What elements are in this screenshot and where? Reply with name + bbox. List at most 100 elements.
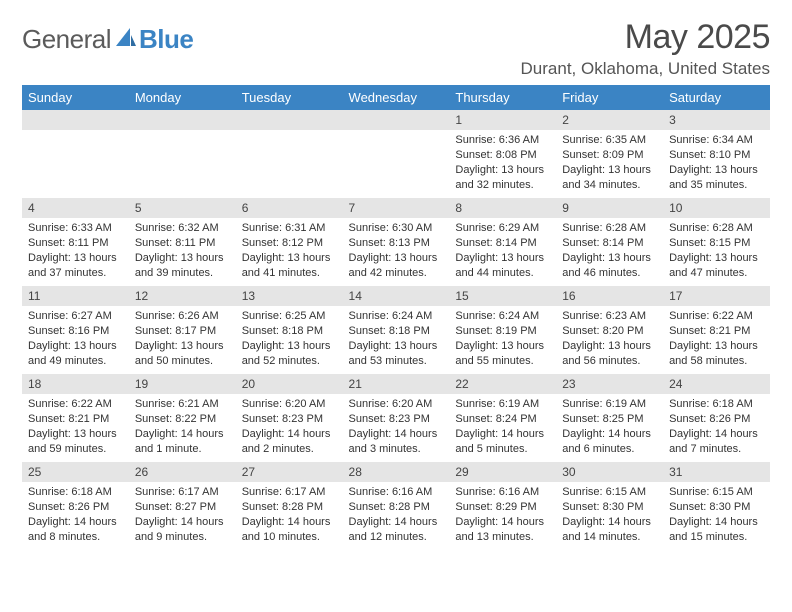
day-cell: 4Sunrise: 6:33 AMSunset: 8:11 PMDaylight… [22, 198, 129, 286]
day-line: Sunset: 8:08 PM [455, 148, 550, 163]
day-line: Sunset: 8:28 PM [349, 500, 444, 515]
day-number: 24 [663, 374, 770, 394]
day-line: Sunrise: 6:30 AM [349, 221, 444, 236]
day-cell: 19Sunrise: 6:21 AMSunset: 8:22 PMDayligh… [129, 374, 236, 462]
day-text: Sunrise: 6:22 AMSunset: 8:21 PMDaylight:… [22, 394, 129, 460]
day-text: Sunrise: 6:30 AMSunset: 8:13 PMDaylight:… [343, 218, 450, 284]
day-cell [343, 110, 450, 198]
day-number: 9 [556, 198, 663, 218]
logo-sail-icon [115, 27, 137, 52]
day-number: 2 [556, 110, 663, 130]
header-row: Sunday Monday Tuesday Wednesday Thursday… [22, 85, 770, 110]
day-line: Sunset: 8:12 PM [242, 236, 337, 251]
empty-day-bar [343, 110, 450, 130]
day-line: Daylight: 13 hours [135, 339, 230, 354]
day-line: and 10 minutes. [242, 530, 337, 545]
day-cell: 21Sunrise: 6:20 AMSunset: 8:23 PMDayligh… [343, 374, 450, 462]
day-line: and 50 minutes. [135, 354, 230, 369]
day-number: 21 [343, 374, 450, 394]
col-thursday: Thursday [449, 85, 556, 110]
day-cell [236, 110, 343, 198]
day-line: Daylight: 14 hours [135, 427, 230, 442]
day-text: Sunrise: 6:21 AMSunset: 8:22 PMDaylight:… [129, 394, 236, 460]
day-number: 7 [343, 198, 450, 218]
day-line: Sunrise: 6:16 AM [455, 485, 550, 500]
day-line: Sunset: 8:09 PM [562, 148, 657, 163]
day-line: Daylight: 13 hours [455, 251, 550, 266]
week-row: 25Sunrise: 6:18 AMSunset: 8:26 PMDayligh… [22, 462, 770, 550]
day-text: Sunrise: 6:22 AMSunset: 8:21 PMDaylight:… [663, 306, 770, 372]
day-number: 26 [129, 462, 236, 482]
day-text: Sunrise: 6:20 AMSunset: 8:23 PMDaylight:… [343, 394, 450, 460]
day-line: Daylight: 14 hours [562, 427, 657, 442]
day-text: Sunrise: 6:17 AMSunset: 8:27 PMDaylight:… [129, 482, 236, 548]
day-line: Daylight: 14 hours [242, 427, 337, 442]
day-line: Daylight: 13 hours [28, 339, 123, 354]
day-line: Sunrise: 6:28 AM [562, 221, 657, 236]
day-line: Daylight: 13 hours [562, 251, 657, 266]
day-line: and 59 minutes. [28, 442, 123, 457]
day-number: 30 [556, 462, 663, 482]
day-line: Sunset: 8:20 PM [562, 324, 657, 339]
day-line: and 47 minutes. [669, 266, 764, 281]
day-cell: 28 Sunrise: 6:16 AMSunset: 8:28 PMDayligh… [343, 462, 450, 550]
day-line: Sunrise: 6:22 AM [28, 397, 123, 412]
day-line: Daylight: 13 hours [28, 251, 123, 266]
day-text: Sunrise: 6:25 AMSunset: 8:18 PMDaylight:… [236, 306, 343, 372]
day-cell [129, 110, 236, 198]
empty-day-bar [22, 110, 129, 130]
day-number: 20 [236, 374, 343, 394]
day-cell: 9Sunrise: 6:28 AMSunset: 8:14 PMDaylight… [556, 198, 663, 286]
day-text: Sunrise: 6:15 AMSunset: 8:30 PMDaylight:… [663, 482, 770, 548]
day-line: Sunrise: 6:23 AM [562, 309, 657, 324]
day-cell: 16Sunrise: 6:23 AMSunset: 8:20 PMDayligh… [556, 286, 663, 374]
day-number: 4 [22, 198, 129, 218]
day-line: and 7 minutes. [669, 442, 764, 457]
day-line: Daylight: 14 hours [349, 515, 444, 530]
day-line: Daylight: 13 hours [242, 251, 337, 266]
day-cell: 11Sunrise: 6:27 AMSunset: 8:16 PMDayligh… [22, 286, 129, 374]
day-number: 5 [129, 198, 236, 218]
day-line: Sunrise: 6:15 AM [669, 485, 764, 500]
logo-text-blue: Blue [139, 24, 193, 55]
day-line: and 35 minutes. [669, 178, 764, 193]
day-number: 8 [449, 198, 556, 218]
day-number: 28 [343, 462, 450, 482]
day-line: and 8 minutes. [28, 530, 123, 545]
day-line: Sunrise: 6:18 AM [669, 397, 764, 412]
day-line: and 46 minutes. [562, 266, 657, 281]
day-line: Sunrise: 6:20 AM [242, 397, 337, 412]
day-line: Sunrise: 6:27 AM [28, 309, 123, 324]
day-cell: 27Sunrise: 6:17 AMSunset: 8:28 PMDayligh… [236, 462, 343, 550]
day-number: 27 [236, 462, 343, 482]
day-line: Daylight: 13 hours [562, 339, 657, 354]
day-cell: 7Sunrise: 6:30 AMSunset: 8:13 PMDaylight… [343, 198, 450, 286]
day-number: 31 [663, 462, 770, 482]
day-line: Daylight: 14 hours [455, 427, 550, 442]
day-line: Sunrise: 6:19 AM [455, 397, 550, 412]
day-line: Daylight: 14 hours [242, 515, 337, 530]
day-line: Sunrise: 6:18 AM [28, 485, 123, 500]
day-line: Sunrise: 6:16 AM [349, 485, 444, 500]
day-cell: 8Sunrise: 6:29 AMSunset: 8:14 PMDaylight… [449, 198, 556, 286]
day-line: Sunset: 8:17 PM [135, 324, 230, 339]
day-line: and 52 minutes. [242, 354, 337, 369]
day-cell: 22Sunrise: 6:19 AMSunset: 8:24 PMDayligh… [449, 374, 556, 462]
logo: General Blue [22, 18, 193, 55]
day-number: 23 [556, 374, 663, 394]
day-number: 10 [663, 198, 770, 218]
day-line: Daylight: 13 hours [562, 163, 657, 178]
day-text: Sunrise: 6:35 AMSunset: 8:09 PMDaylight:… [556, 130, 663, 196]
day-line: and 53 minutes. [349, 354, 444, 369]
day-line: Daylight: 13 hours [669, 339, 764, 354]
day-line: Sunrise: 6:20 AM [349, 397, 444, 412]
day-text: Sunrise: 6:18 AMSunset: 8:26 PMDaylight:… [22, 482, 129, 548]
day-number: 29 [449, 462, 556, 482]
day-line: Daylight: 14 hours [28, 515, 123, 530]
col-wednesday: Wednesday [343, 85, 450, 110]
day-text: Sunrise: 6:31 AMSunset: 8:12 PMDaylight:… [236, 218, 343, 284]
day-text: Sunrise: 6:32 AMSunset: 8:11 PMDaylight:… [129, 218, 236, 284]
day-line: and 2 minutes. [242, 442, 337, 457]
day-line: Daylight: 14 hours [135, 515, 230, 530]
col-friday: Friday [556, 85, 663, 110]
